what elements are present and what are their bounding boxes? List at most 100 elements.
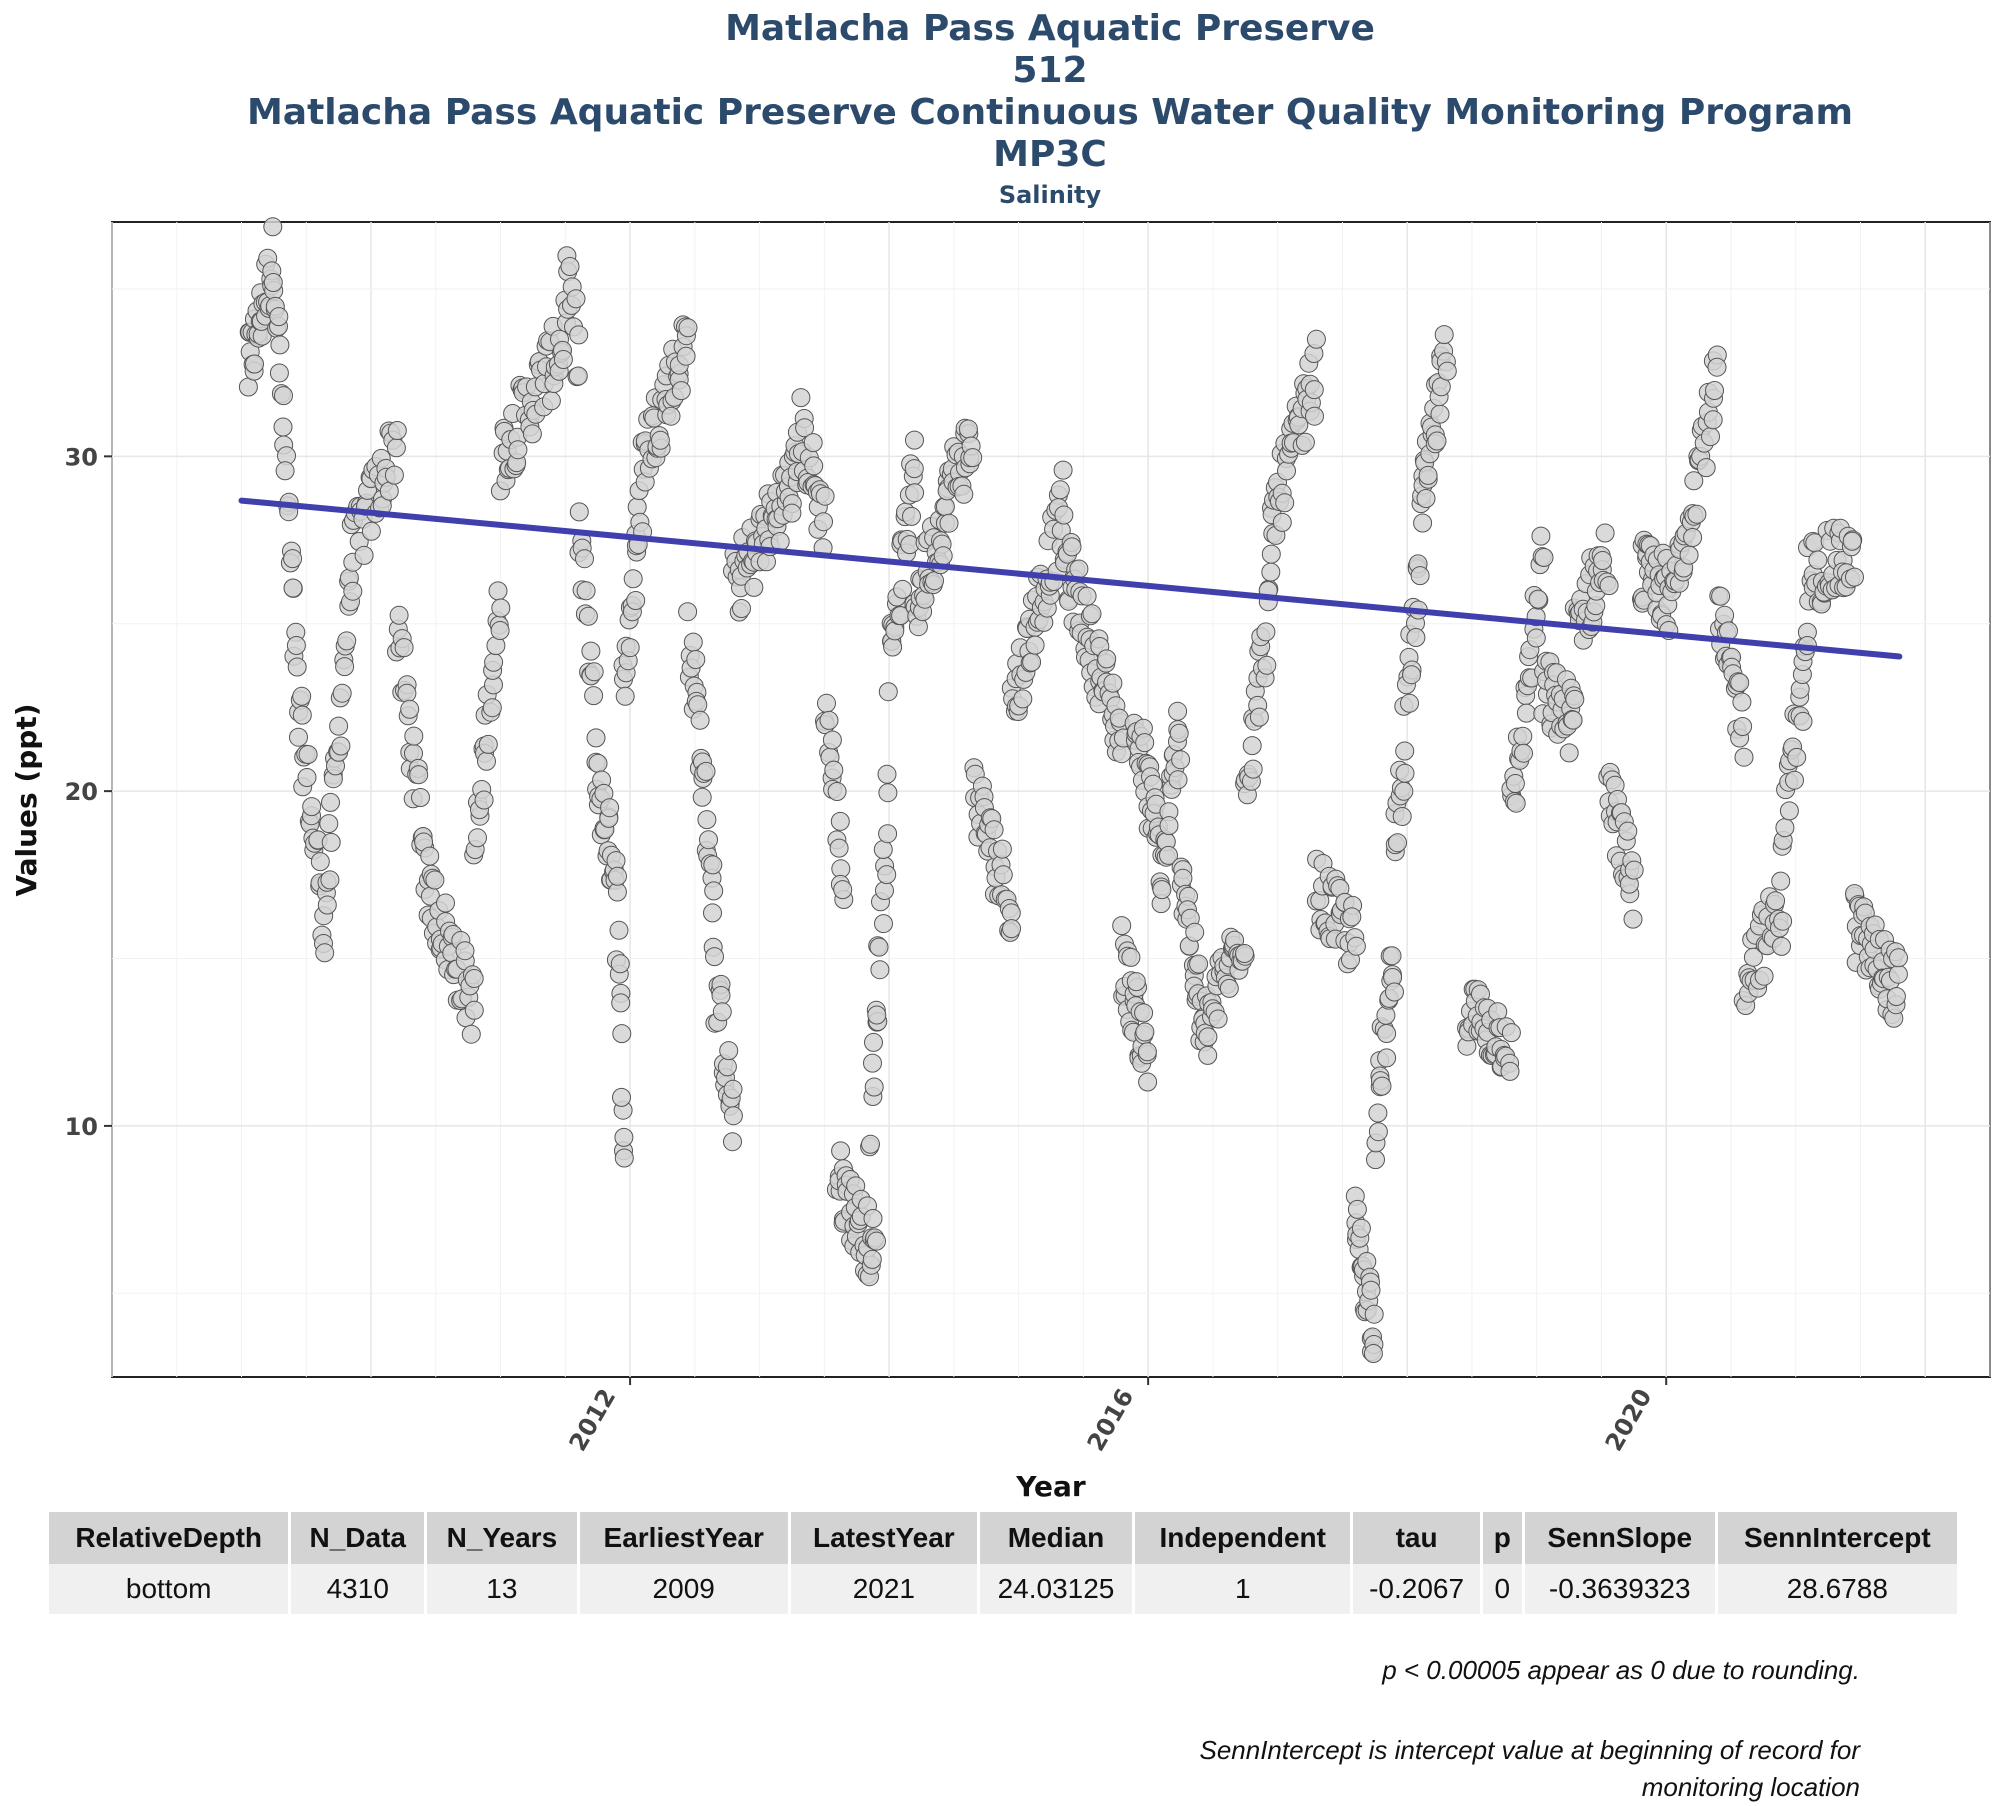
data-point <box>1069 559 1089 579</box>
y-tick-label: 30 <box>65 443 98 471</box>
data-point <box>1624 860 1644 880</box>
table-header-row: RelativeDepth N_Data N_Years EarliestYear La… <box>49 1512 1957 1564</box>
data-point <box>1135 733 1155 753</box>
data-point <box>263 273 283 292</box>
data-point <box>1364 1304 1384 1324</box>
x-tick-label: 2020 <box>1600 1384 1658 1456</box>
data-point <box>893 579 913 599</box>
data-point <box>1097 649 1117 669</box>
data-point <box>935 497 955 517</box>
data-point <box>1173 868 1193 888</box>
data-point <box>1394 781 1414 801</box>
table-cell: 2009 <box>579 1564 788 1614</box>
data-point <box>1715 605 1735 625</box>
data-point <box>723 1106 743 1126</box>
data-point <box>490 621 510 640</box>
salinity-chart: 10 20 30 2012 2016 2020 Year Values (ppt) <box>10 217 1991 1503</box>
data-point <box>723 1079 743 1099</box>
data-point <box>1219 978 1239 998</box>
data-point <box>984 820 1004 840</box>
data-point <box>827 782 847 801</box>
data-point <box>863 1053 882 1073</box>
data-point <box>1513 726 1533 746</box>
data-point <box>1382 946 1402 966</box>
data-point <box>482 698 502 718</box>
data-point <box>610 954 630 974</box>
data-point <box>878 824 898 844</box>
data-point <box>1599 576 1619 596</box>
data-point <box>873 840 893 859</box>
data-point <box>875 881 894 900</box>
data-point <box>883 637 903 657</box>
data-point <box>394 638 414 658</box>
data-point <box>703 855 723 875</box>
table-header-cell: tau <box>1353 1512 1480 1564</box>
data-point <box>283 549 303 569</box>
data-point <box>705 947 724 967</box>
data-point <box>878 682 898 702</box>
data-point <box>1377 1048 1397 1068</box>
data-point <box>1406 628 1426 647</box>
data-point <box>1563 710 1583 730</box>
data-point <box>1808 550 1828 570</box>
data-point <box>1361 1280 1381 1300</box>
data-point <box>1842 531 1862 551</box>
data-point <box>566 289 586 309</box>
table-header-cell: Median <box>979 1512 1133 1564</box>
data-point <box>804 456 824 476</box>
data-point <box>1531 526 1551 546</box>
data-point <box>782 503 802 523</box>
data-point <box>292 686 312 706</box>
data-point <box>289 727 308 747</box>
data-point <box>541 391 561 411</box>
data-point <box>270 335 290 355</box>
data-point <box>650 430 670 450</box>
data-point <box>1261 544 1281 564</box>
data-point <box>581 641 601 661</box>
data-point <box>1526 628 1546 648</box>
data-point <box>1235 944 1254 963</box>
data-point <box>1395 741 1415 761</box>
data-point <box>732 599 751 618</box>
data-point <box>791 388 811 408</box>
data-point <box>833 880 853 900</box>
data-point <box>1500 1061 1520 1081</box>
data-point <box>1400 693 1419 713</box>
data-point <box>384 465 404 485</box>
data-point <box>1754 966 1774 986</box>
data-point <box>586 728 606 748</box>
data-point <box>1377 1024 1397 1043</box>
data-point <box>1082 604 1102 624</box>
data-point <box>298 745 318 764</box>
data-point <box>870 960 890 980</box>
data-point <box>1534 548 1554 567</box>
data-point <box>1785 770 1804 790</box>
data-point <box>1368 1122 1388 1142</box>
data-point <box>1733 717 1753 736</box>
data-point <box>1684 471 1704 491</box>
data-point <box>877 764 897 784</box>
data-point <box>404 726 424 746</box>
data-point <box>584 686 604 706</box>
data-point <box>420 846 440 866</box>
data-point <box>703 903 722 923</box>
data-point <box>361 521 381 541</box>
data-point <box>1732 692 1752 712</box>
data-point <box>861 1134 880 1154</box>
data-point <box>1703 410 1723 430</box>
data-point <box>484 652 504 672</box>
data-point <box>321 792 340 812</box>
data-point <box>1775 818 1795 838</box>
x-axis-title: Year <box>1015 1470 1086 1503</box>
table-cell: 1 <box>1135 1564 1351 1614</box>
data-point <box>925 571 944 591</box>
data-point <box>623 569 643 589</box>
data-point <box>1168 770 1188 790</box>
table-header-cell: LatestYear <box>790 1512 977 1564</box>
data-point <box>553 350 573 369</box>
data-point <box>867 1005 887 1025</box>
data-point <box>319 814 339 834</box>
trend-group <box>238 497 1903 660</box>
table-header-cell: N_Years <box>427 1512 577 1564</box>
data-point <box>711 986 731 1005</box>
